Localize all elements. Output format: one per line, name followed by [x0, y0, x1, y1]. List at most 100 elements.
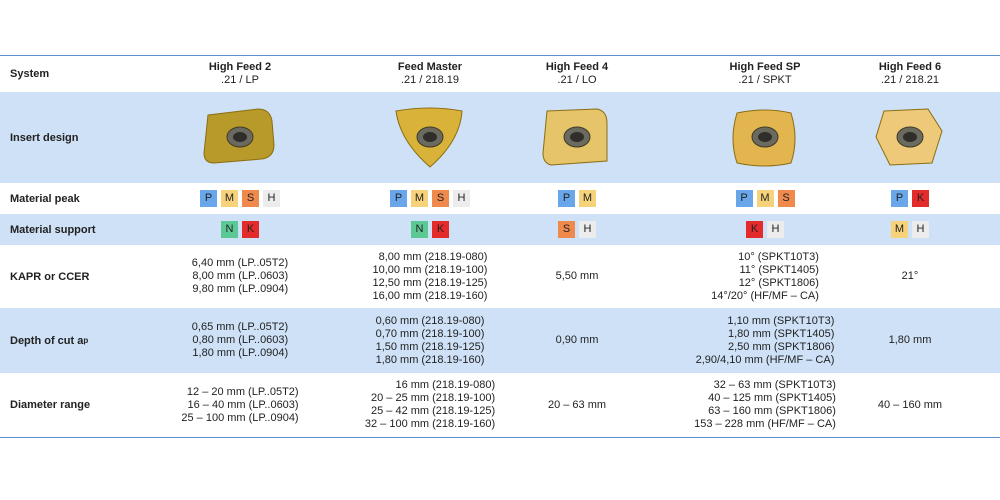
cell-line: 12 – 20 mm (LP..05T2)	[186, 385, 299, 398]
row-label: Material support	[10, 214, 96, 245]
material-chip: H	[767, 221, 784, 238]
cell-line: 25 – 100 mm (LP..0904)	[181, 411, 299, 424]
cell-line: 1,80 mm (218.19-160)	[375, 353, 485, 366]
cell-line: 1,80 mm	[888, 334, 932, 346]
cell-line: 1,10 mm (SPKT10T3)	[727, 314, 835, 327]
label-subscript: p	[83, 336, 89, 345]
cell-lines: 0,65 mm (LP..05T2) 0,80 mm (LP..0603) 1,80…	[192, 321, 288, 360]
cell-line: 5,50 mm	[555, 270, 599, 282]
table-row: Material peak P M S H P M S H P M P M S P K	[0, 183, 1000, 214]
row-label-text: Material peak	[10, 192, 80, 205]
cell-line: 32 – 63 mm (SPKT10T3)	[713, 379, 836, 391]
cell-line: 14°/20° (HF/MF – CA)	[711, 289, 819, 302]
cell-line: 12° (SPKT1806)	[738, 276, 819, 289]
material-chip: K	[912, 190, 929, 207]
material-chip: M	[891, 221, 908, 238]
material-chip: S	[777, 190, 795, 207]
material-chip: P	[735, 190, 753, 207]
material-chip: M	[411, 190, 428, 207]
column-name: Feed Master	[397, 60, 463, 73]
table-cell: 21°	[820, 245, 1000, 308]
cell-line: 16 mm (218.19-080)	[395, 379, 496, 391]
cell-line: 1,80 mm (SPKT1405)	[728, 327, 835, 340]
table-rule	[0, 55, 1000, 56]
insert-image	[542, 107, 608, 166]
cell-line: 0,70 mm (218.19-100)	[375, 327, 485, 340]
cell-line: 16,00 mm (218.19-160)	[372, 289, 488, 302]
table-cell: 12 – 20 mm (LP..05T2) 16 – 40 mm (LP..060…	[150, 373, 330, 437]
material-chip: H	[912, 221, 929, 238]
cell-line: 8,00 mm (LP..0603)	[192, 270, 289, 282]
cell-line: 11° (SPKT1405)	[739, 263, 819, 276]
row-label: Material peak	[10, 183, 80, 214]
column-code: .21 / LO	[557, 73, 597, 86]
cell-line: 20 – 63 mm	[547, 398, 607, 411]
cell-line: 10,00 mm (218.19-100)	[372, 263, 488, 276]
table-row: Depth of cut a p 0,65 mm (LP..05T2) 0,80 mm…	[0, 308, 1000, 373]
cell-line: 0,65 mm (LP..05T2)	[191, 321, 289, 333]
material-chip: M	[221, 190, 238, 207]
material-chip: P	[891, 190, 908, 207]
cell-lines: 10° (SPKT10T3) 11° (SPKT1405) 12° (SPKT180…	[711, 251, 819, 303]
cell-line: 0,60 mm (218.19-080)	[375, 314, 485, 327]
cell-lines: 40 – 160 mm	[878, 399, 942, 412]
material-chip: M	[756, 190, 774, 207]
table-rule	[0, 437, 1000, 438]
cell-lines: 12 – 20 mm (LP..05T2) 16 – 40 mm (LP..060…	[181, 386, 298, 425]
row-label-text: Insert design	[10, 131, 79, 144]
material-chip: P	[390, 190, 407, 207]
row-label-text: Depth of cut a	[10, 334, 84, 347]
material-chip: M	[579, 190, 596, 207]
table-cell: 8,00 mm (218.19-080) 10,00 mm (218.19-100…	[340, 245, 520, 308]
material-chip: N	[411, 221, 428, 238]
table-cell: 20 – 63 mm	[487, 373, 667, 437]
table-cell: 1,10 mm (SPKT10T3) 1,80 mm (SPKT1405) 2,50…	[675, 308, 855, 373]
cell-line: 40 – 160 mm	[877, 398, 943, 411]
cell-line: 9,80 mm (LP..0904)	[192, 283, 289, 295]
table-cell	[150, 92, 330, 183]
cell-line: 25 – 42 mm (218.19-125)	[370, 405, 496, 417]
column-code: .21 / SPKT	[738, 73, 792, 86]
cell-lines: 8,00 mm (218.19-080) 10,00 mm (218.19-100…	[373, 251, 488, 303]
table-cell: 0,65 mm (LP..05T2) 0,80 mm (LP..0603) 1,80…	[150, 308, 330, 373]
cell-lines: 21°	[902, 270, 919, 283]
table-cell	[487, 92, 667, 183]
cell-line: 8,00 mm (218.19-080)	[378, 250, 488, 263]
table-cell: 6,40 mm (LP..05T2) 8,00 mm (LP..0603) 9,80…	[150, 245, 330, 308]
cell-lines: 5,50 mm	[556, 270, 599, 283]
insert-image	[875, 107, 943, 166]
row-label-text: Material support	[10, 223, 96, 236]
table-cell: 5,50 mm	[487, 245, 667, 308]
cell-line: 6,40 mm (LP..05T2)	[191, 257, 289, 269]
table-row: System High Feed 2.21 / LP Feed Master .21 …	[0, 55, 1000, 92]
cell-line: 2,90/4,10 mm (HF/MF – CA)	[695, 353, 835, 366]
column-header: Feed Master .21 / 218.19	[398, 61, 462, 87]
table-cell: 32 – 63 mm (SPKT10T3) 40 – 125 mm (SPKT14…	[675, 373, 855, 437]
row-label-text: KAPR or CCER	[10, 270, 90, 283]
column-code: .21 / 218.21	[880, 73, 940, 86]
table-cell	[340, 92, 520, 183]
cell-line: 10° (SPKT10T3)	[738, 250, 819, 263]
table-cell: 1,80 mm	[820, 308, 1000, 373]
table-row: Insert design	[0, 92, 1000, 183]
material-chip: N	[221, 221, 238, 238]
table-row: Diameter range 12 – 20 mm (LP..05T2) 16 – …	[0, 373, 1000, 437]
cell-lines: 20 – 63 mm	[548, 399, 606, 412]
material-chip: S	[242, 190, 259, 207]
cell-line: 20 – 25 mm (218.19-100)	[370, 392, 496, 404]
row-label: Insert design	[10, 92, 78, 183]
column-name: High Feed 6	[878, 60, 942, 73]
table-cell: 10° (SPKT10T3) 11° (SPKT1405) 12° (SPKT180…	[675, 245, 855, 308]
row-label: KAPR or CCER	[10, 245, 89, 308]
cell-line: 2,50 mm (SPKT1806)	[728, 340, 835, 353]
table-cell: High Feed 6.21 / 218.21	[820, 55, 1000, 92]
insert-image	[203, 107, 275, 164]
table-cell: Feed Master .21 / 218.19	[340, 55, 520, 92]
column-name: High Feed SP	[729, 60, 801, 73]
